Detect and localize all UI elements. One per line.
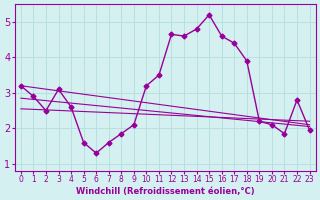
X-axis label: Windchill (Refroidissement éolien,°C): Windchill (Refroidissement éolien,°C) (76, 187, 254, 196)
